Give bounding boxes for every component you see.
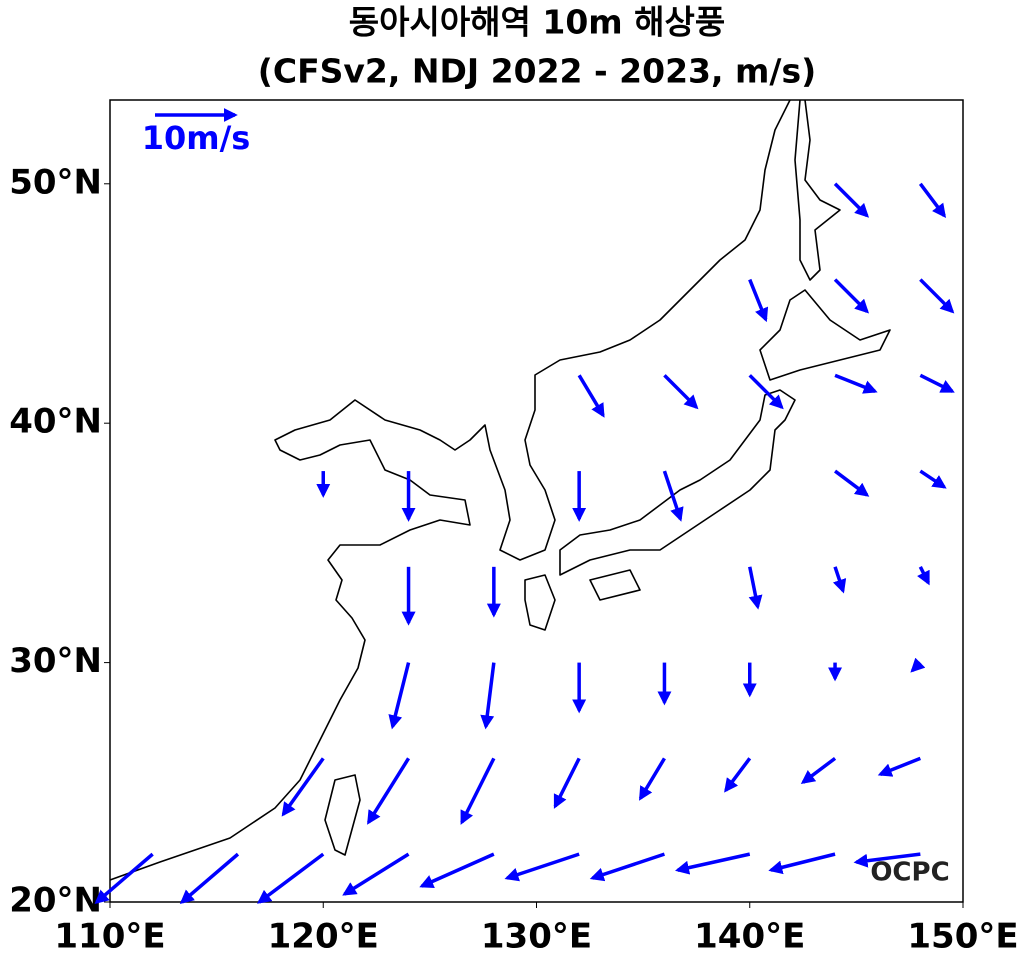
wind-arrow bbox=[367, 757, 411, 825]
plot-frame bbox=[109, 99, 964, 903]
wind-arrow bbox=[504, 852, 580, 882]
y-tick-label: 20°N bbox=[9, 881, 102, 921]
wind-arrow bbox=[800, 756, 837, 785]
wind-arrow bbox=[460, 757, 496, 825]
coastline bbox=[109, 99, 891, 881]
wind-arrow bbox=[281, 757, 325, 817]
wind-arrow bbox=[179, 852, 240, 904]
wind-arrow bbox=[853, 852, 921, 868]
wind-arrow bbox=[388, 662, 411, 730]
wind-arrow bbox=[833, 469, 870, 497]
wind-arrow bbox=[910, 657, 926, 673]
wind-arrow bbox=[675, 852, 751, 875]
logo: OCPC bbox=[870, 858, 949, 888]
wind-arrow bbox=[553, 757, 581, 809]
wind-arrow bbox=[919, 469, 947, 489]
wind-arrow bbox=[833, 182, 870, 218]
x-tick-label: 120°E bbox=[268, 917, 379, 957]
wind-arrow bbox=[663, 374, 699, 410]
wind-arrow bbox=[748, 374, 784, 410]
chart-title: 동아시아해역 10m 해상풍 bbox=[349, 3, 726, 42]
wind-arrow bbox=[768, 852, 836, 875]
x-tick-label: 140°E bbox=[694, 917, 805, 957]
wind-arrow bbox=[419, 852, 495, 888]
wind-arrow bbox=[918, 182, 947, 219]
x-tick-label: 130°E bbox=[481, 917, 592, 957]
y-tick-label: 50°N bbox=[9, 162, 102, 202]
key-label: 10m/s bbox=[142, 119, 251, 157]
x-tick-label: 150°E bbox=[907, 917, 1018, 957]
wind-arrow bbox=[919, 278, 955, 314]
wind-arrow bbox=[94, 852, 154, 904]
wind-arrow bbox=[748, 566, 763, 610]
wind-arrow bbox=[589, 852, 666, 882]
wind-arrow bbox=[833, 278, 870, 314]
wind-arrow bbox=[877, 756, 921, 777]
wind-arrow bbox=[577, 374, 605, 418]
wind-arrow bbox=[834, 373, 878, 394]
y-tick-label: 40°N bbox=[9, 402, 102, 442]
chart-subtitle: (CFSv2, NDJ 2022 - 2023, m/s) bbox=[258, 52, 816, 91]
wind-arrow bbox=[662, 470, 684, 522]
wind-arrow bbox=[342, 852, 410, 896]
x-tick-label: 110°E bbox=[54, 917, 165, 957]
wind-arrow bbox=[480, 662, 496, 730]
y-tick-label: 30°N bbox=[9, 641, 102, 681]
wind-arrow bbox=[919, 373, 955, 393]
wind-arrow bbox=[917, 566, 930, 586]
wind-arrow bbox=[748, 278, 769, 323]
wind-arrow bbox=[832, 566, 847, 594]
wind-arrow bbox=[724, 757, 752, 793]
wind-arrow bbox=[257, 852, 325, 904]
wind-arrow bbox=[638, 757, 666, 801]
